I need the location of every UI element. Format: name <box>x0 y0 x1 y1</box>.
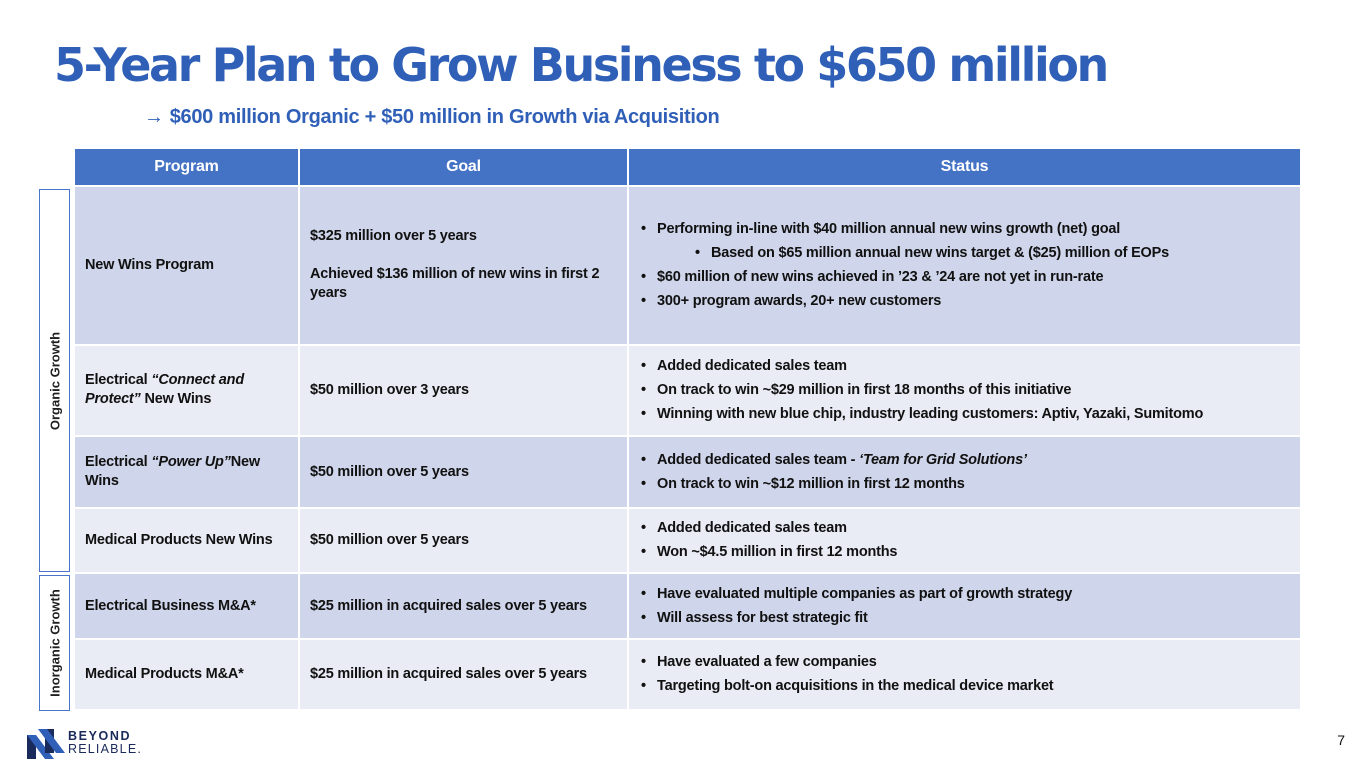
organic-growth-bracket: Organic Growth <box>39 189 70 572</box>
status-bullet: 300+ program awards, 20+ new customers <box>639 291 1290 312</box>
status-bullet: Added dedicated sales team - ‘Team for G… <box>639 450 1290 471</box>
program-initiative: “Connect and Protect” <box>85 372 244 408</box>
status-cell: Have evaluated multiple companies as par… <box>627 572 1302 640</box>
program-text: Electrical <box>85 454 152 471</box>
goal-text: Achieved $136 million of new wins in fir… <box>310 266 600 302</box>
slide-subtitle: → $600 million Organic + $50 million in G… <box>144 104 720 130</box>
program-cell: New Wins Program <box>73 185 300 346</box>
status-bullet: Performing in-line with $40 million annu… <box>639 219 1290 240</box>
goal-cell: $50 million over 3 years <box>298 343 629 437</box>
table-row: Electrical “Power Up”New Wins $50 millio… <box>73 434 1302 510</box>
header-status: Status <box>627 147 1302 187</box>
company-logo: BEYOND RELIABLE. <box>27 729 187 759</box>
program-text: New Wins <box>140 391 212 408</box>
program-text: New Wins <box>85 454 260 490</box>
goal-cell: $25 million in acquired sales over 5 yea… <box>298 572 629 640</box>
goal-cell: $325 million over 5 years Achieved $136 … <box>298 185 629 346</box>
status-cell: Performing in-line with $40 million annu… <box>627 185 1302 346</box>
inorganic-growth-label: Inorganic Growth <box>47 589 62 697</box>
status-bullet: Added dedicated sales team <box>639 356 1290 377</box>
table-row: Medical Products M&A* $25 million in acq… <box>73 637 1302 712</box>
status-cell: Added dedicated sales team Won ~$4.5 mil… <box>627 507 1302 575</box>
growth-plan-table: Program Goal Status New Wins Program $32… <box>73 147 1302 712</box>
status-bullet: Have evaluated multiple companies as par… <box>639 584 1290 605</box>
status-cell: Added dedicated sales team - ‘Team for G… <box>627 434 1302 510</box>
logo-text-beyond: BEYOND <box>68 729 132 743</box>
goal-text: $325 million over 5 years <box>310 228 477 245</box>
table-row: Electrical “Connect and Protect” New Win… <box>73 343 1302 437</box>
status-bullet: Won ~$4.5 million in first 12 months <box>639 542 1290 563</box>
program-cell: Medical Products M&A* <box>73 637 300 712</box>
table-row: New Wins Program $325 million over 5 yea… <box>73 185 1302 346</box>
goal-cell: $25 million in acquired sales over 5 yea… <box>298 637 629 712</box>
program-initiative: “Power Up” <box>151 454 231 471</box>
program-cell: Electrical “Power Up”New Wins <box>73 434 300 510</box>
status-sub-bullet: Based on $65 million annual new wins tar… <box>639 243 1290 264</box>
status-bullet: Winning with new blue chip, industry lea… <box>639 404 1290 425</box>
logo-mark-icon <box>27 729 65 759</box>
page-number: 7 <box>1337 732 1345 748</box>
logo-text-reliable: RELIABLE. <box>68 742 143 756</box>
table-row: Electrical Business M&A* $25 million in … <box>73 572 1302 640</box>
status-bullet: $60 million of new wins achieved in ’23 … <box>639 267 1290 288</box>
goal-cell: $50 million over 5 years <box>298 434 629 510</box>
status-bullet: On track to win ~$12 million in first 12… <box>639 474 1290 495</box>
subtitle-text: $600 million Organic + $50 million in Gr… <box>169 106 720 128</box>
arrow-right-icon: → <box>144 106 164 128</box>
status-cell: Added dedicated sales team On track to w… <box>627 343 1302 437</box>
status-bullet: Added dedicated sales team <box>639 518 1290 539</box>
slide-title: 5-Year Plan to Grow Business to $650 mil… <box>54 38 1109 92</box>
table-header-row: Program Goal Status <box>73 147 1302 187</box>
goal-cell: $50 million over 5 years <box>298 507 629 575</box>
status-bullet: On track to win ~$29 million in first 18… <box>639 380 1290 401</box>
status-cell: Have evaluated a few companies Targeting… <box>627 637 1302 712</box>
header-goal: Goal <box>298 147 629 187</box>
program-text: Electrical <box>85 372 152 389</box>
status-team-name: ‘Team for Grid Solutions’ <box>859 451 1027 468</box>
status-bullet: Will assess for best strategic fit <box>639 608 1290 629</box>
organic-growth-label: Organic Growth <box>47 331 62 430</box>
status-bullet: Targeting bolt-on acquisitions in the me… <box>639 676 1290 697</box>
inorganic-growth-bracket: Inorganic Growth <box>39 575 70 711</box>
program-cell: Medical Products New Wins <box>73 507 300 575</box>
status-text: Added dedicated sales team - <box>657 451 860 468</box>
header-program: Program <box>73 147 300 187</box>
status-bullet: Have evaluated a few companies <box>639 652 1290 673</box>
program-cell: Electrical Business M&A* <box>73 572 300 640</box>
table-row: Medical Products New Wins $50 million ov… <box>73 507 1302 575</box>
program-cell: Electrical “Connect and Protect” New Win… <box>73 343 300 437</box>
